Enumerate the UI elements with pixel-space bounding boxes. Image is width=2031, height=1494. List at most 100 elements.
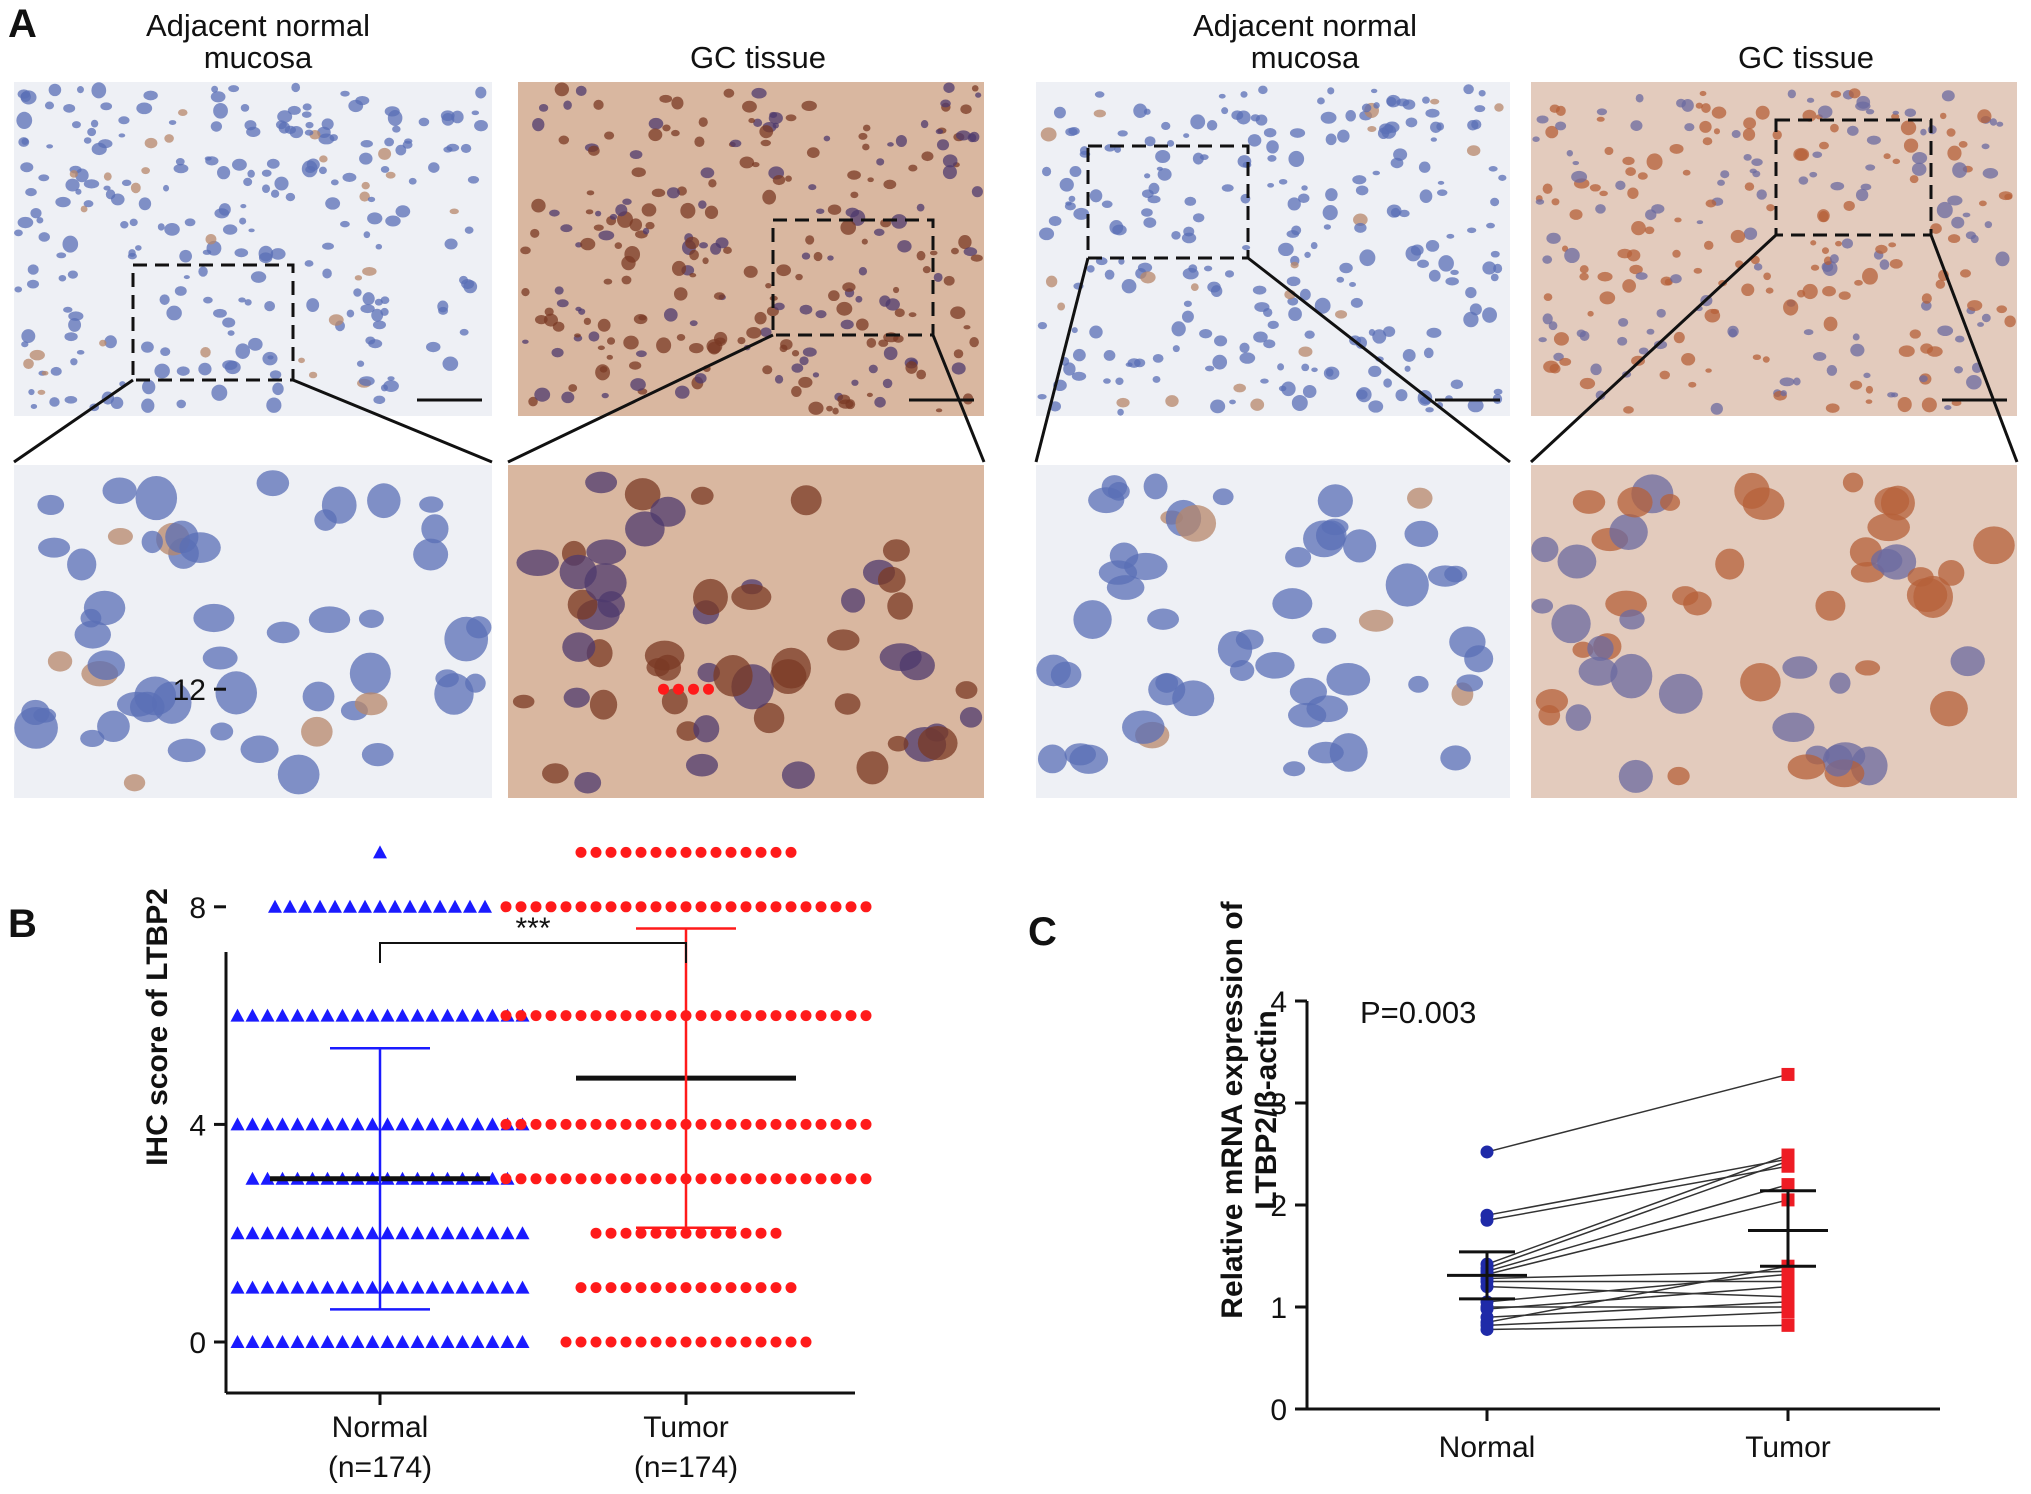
panel-b-point-normal <box>410 1008 425 1022</box>
panel-b-point-normal <box>440 1117 455 1131</box>
panel-b-point-tumor <box>650 1282 662 1294</box>
panel-b-point-tumor <box>605 1173 617 1185</box>
panel-b-point-tumor <box>590 1173 602 1185</box>
panel-b-point-normal <box>350 1335 365 1348</box>
panel-b-point-normal <box>245 1171 260 1185</box>
panel-b-point-normal <box>485 1335 500 1348</box>
panel-b-point-normal <box>230 1335 245 1348</box>
panel-b-point-tumor <box>515 901 527 913</box>
panel-b-point-tumor <box>605 1227 617 1239</box>
panel-b-point-tumor <box>635 1173 647 1185</box>
panel-b-point-tumor <box>710 1010 722 1022</box>
panel-b-point-normal <box>470 1335 485 1348</box>
panel-b-point-normal <box>485 1226 500 1240</box>
panel-b-point-tumor <box>620 1227 632 1239</box>
panel-b-x-tick-label: (n=174) <box>634 1451 738 1484</box>
panel-b-point-tumor <box>620 846 632 858</box>
panel-b-point-tumor <box>785 1282 797 1294</box>
panel-b-point-normal <box>290 1117 305 1131</box>
panel-b-point-normal <box>320 1008 335 1022</box>
panel-b-point-tumor <box>725 1118 737 1130</box>
panel-b-point-tumor <box>755 846 767 858</box>
panel-b-point-tumor <box>800 901 812 913</box>
panel-b-point-tumor <box>500 901 512 913</box>
panel-b-point-normal <box>448 899 462 913</box>
panel-b-y-tick-label: 8 <box>189 892 206 925</box>
panel-b-point-normal <box>335 1008 350 1022</box>
panel-c-pair-line <box>1486 1273 1789 1303</box>
panel-b-point-tumor <box>635 901 647 913</box>
panel-b-point-tumor <box>770 1118 782 1130</box>
panel-b-point-normal <box>328 899 342 913</box>
micrograph-gc-2 <box>1531 82 2017 416</box>
panel-b-point-normal <box>335 1335 350 1348</box>
header-gc-1: GC tissue <box>689 40 827 75</box>
panel-b-point-normal <box>305 1226 320 1240</box>
panel-b-point-normal <box>275 1335 290 1348</box>
micrograph-gc-2-zoom <box>1531 465 2017 798</box>
panel-b-point-tumor <box>620 1336 632 1348</box>
panel-b-point-tumor <box>710 1282 722 1294</box>
panel-b-point-tumor <box>575 1282 587 1294</box>
panel-b-point-tumor <box>605 1336 617 1348</box>
panel-b-point-tumor <box>680 1227 692 1239</box>
panel-b-point-tumor <box>620 1173 632 1185</box>
panel-c-x-tick-label: Tumor <box>1745 1431 1831 1464</box>
panel-b-point-tumor <box>530 1010 542 1022</box>
panel-c-pair-line <box>1486 1270 1789 1280</box>
panel-b-point-normal <box>260 1280 275 1294</box>
panel-b-y-tick-label: 0 <box>189 1327 206 1360</box>
panel-c-pair-line <box>1486 1183 1789 1273</box>
panel-b-point-tumor <box>530 1118 542 1130</box>
panel-b-point-tumor <box>830 901 842 913</box>
panel-b-point-tumor <box>530 1173 542 1185</box>
panel-b-point-tumor <box>590 1118 602 1130</box>
panel-b-point-tumor <box>635 1227 647 1239</box>
panel-c-point-normal <box>1480 1322 1494 1336</box>
panel-b-point-tumor <box>740 1336 752 1348</box>
panel-b-point-tumor <box>695 1118 707 1130</box>
panel-b-point-normal <box>373 845 387 859</box>
panel-b-point-tumor <box>560 1010 572 1022</box>
panel-c-point-tumor <box>1781 1305 1795 1319</box>
panel-b-point-normal <box>365 1280 380 1294</box>
panel-b-point-tumor <box>680 1282 692 1294</box>
panel-b-point-tumor <box>860 1010 872 1022</box>
panel-b-point-normal <box>410 1280 425 1294</box>
panel-b-point-tumor <box>740 1118 752 1130</box>
panel-b-point-normal <box>365 1008 380 1022</box>
zoom-connector-line <box>1247 256 1511 464</box>
panel-c-pair-line <box>1486 1154 1789 1265</box>
panel-b-point-normal <box>305 1117 320 1131</box>
panel-b-point-tumor <box>680 901 692 913</box>
panel-b-point-normal <box>440 1335 455 1348</box>
panel-b-point-normal <box>260 1117 275 1131</box>
panel-b-point-tumor <box>770 901 782 913</box>
panel-b-point-tumor <box>695 1173 707 1185</box>
panel-c-pair-line <box>1486 1073 1789 1153</box>
panel-c-point-normal <box>1480 1213 1494 1227</box>
panel-b-point-normal <box>500 1226 515 1240</box>
panel-b-point-tumor <box>560 901 572 913</box>
panel-b-point-tumor <box>575 1118 587 1130</box>
panel-b-point-tumor <box>650 1118 662 1130</box>
panel-b-point-normal <box>275 1226 290 1240</box>
panel-b-point-normal <box>433 899 447 913</box>
panel-b-point-normal <box>283 899 297 913</box>
panel-b-point-tumor <box>845 1010 857 1022</box>
panel-letter-a: A <box>8 2 37 46</box>
panel-b-point-tumor <box>665 1227 677 1239</box>
zoom-connector-line <box>931 334 986 463</box>
panel-b-point-normal <box>260 1008 275 1022</box>
zoom-connector-line <box>292 378 493 464</box>
panel-b-point-normal <box>320 1280 335 1294</box>
panel-b-point-tumor <box>725 846 737 858</box>
panel-b-point-normal <box>350 1280 365 1294</box>
panel-c-pair-line <box>1486 1199 1789 1276</box>
panel-b-point-tumor <box>800 1118 812 1130</box>
panel-c-pvalue: P=0.003 <box>1360 995 1476 1030</box>
micrograph-normal-2-zoom <box>1036 465 1510 798</box>
panel-b-y-tick-label: 4 <box>189 1109 206 1142</box>
panel-b-point-normal <box>365 1226 380 1240</box>
panel-b-point-tumor <box>710 1336 722 1348</box>
